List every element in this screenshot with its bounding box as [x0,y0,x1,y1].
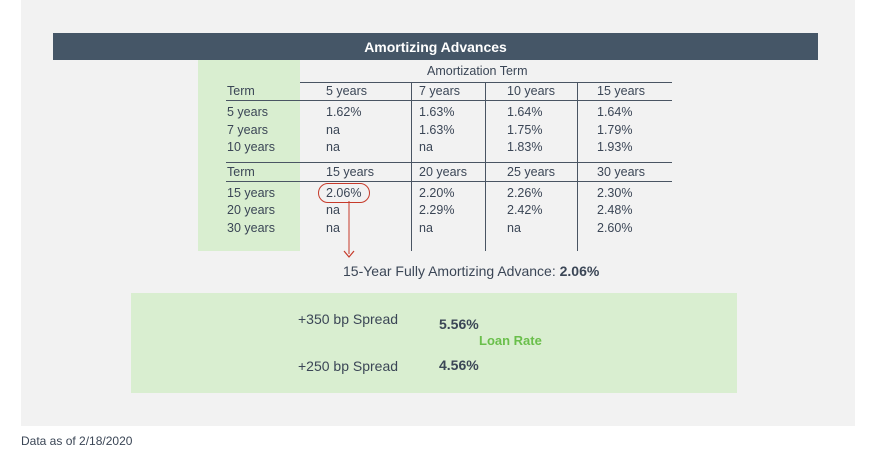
term-column-highlight [198,60,300,251]
table1-col-header: 15 years [597,84,645,98]
table2-cell: 2.42% [507,203,543,217]
table1-cell: na [419,140,433,154]
table1-cell: 1.79% [597,123,633,137]
spread-250-rate: 4.56% [439,357,479,373]
table1-col-header: 7 years [419,84,460,98]
table1-cell: 1.83% [507,140,543,154]
table1-cell: 1.64% [507,105,543,119]
table2-cell: 2.26% [507,186,543,200]
spread-350-rate: 5.56% [439,316,479,332]
table2-header-top-rule [226,162,672,163]
table2-cell-highlighted: 2.06% [326,186,362,200]
table2-col-header: 25 years [507,165,555,179]
loan-rate-box [131,293,737,393]
table1-header-top-rule [300,82,672,83]
table1-cell: 1.63% [419,105,455,119]
table2-cell: na [326,203,340,217]
table-title-bar: Amortizing Advances [53,33,818,60]
table2-col-header: 30 years [597,165,645,179]
table1-cell: 1.93% [597,140,633,154]
loan-rate-label: Loan Rate [479,333,542,348]
advance-value: 2.06% [559,263,600,279]
table2-cell: 2.20% [419,186,455,200]
column-divider [577,82,578,251]
down-arrow-icon [343,201,355,258]
table2-cell: na [326,221,340,235]
amortization-term-header: Amortization Term [427,64,528,78]
fully-amortizing-advance-line: 15-Year Fully Amortizing Advance: 2.06% [343,263,599,279]
table2-row-term: 20 years [227,203,275,217]
spread-350-label: +350 bp Spread [298,311,399,327]
table1-cell: 1.64% [597,105,633,119]
table1-row-term: 5 years [227,105,268,119]
highlight-circle [318,183,370,203]
table1-row-term: 7 years [227,123,268,137]
table1-cell: na [326,123,340,137]
table2-cell: 2.29% [419,203,455,217]
column-divider [411,82,412,251]
data-date-footnote: Data as of 2/18/2020 [21,434,133,448]
table1-col-header: 5 years [326,84,367,98]
table1-col-header: 10 years [507,84,555,98]
table1-cell: 1.63% [419,123,455,137]
advance-label: 15-Year Fully Amortizing Advance: [343,263,560,279]
table-title: Amortizing Advances [364,38,507,55]
table2-cell: na [419,221,433,235]
table2-cell: 2.30% [597,186,633,200]
table2-term-header: Term [227,165,255,179]
spread-250-label: +250 bp Spread [298,358,399,374]
table1-row-term: 10 years [227,140,275,154]
table2-row-term: 30 years [227,221,275,235]
table2-col-header: 15 years [326,165,374,179]
table1-header-rule [226,100,672,101]
table1-cell: 1.62% [326,105,362,119]
table2-cell: 2.48% [597,203,633,217]
table2-header-rule [226,181,672,182]
table2-row-term: 15 years [227,186,275,200]
table2-col-header: 20 years [419,165,467,179]
column-divider [485,82,486,251]
table1-cell: 1.75% [507,123,543,137]
table2-cell: 2.60% [597,221,633,235]
table2-cell: na [507,221,521,235]
table1-cell: na [326,140,340,154]
table1-term-header: Term [227,84,255,98]
